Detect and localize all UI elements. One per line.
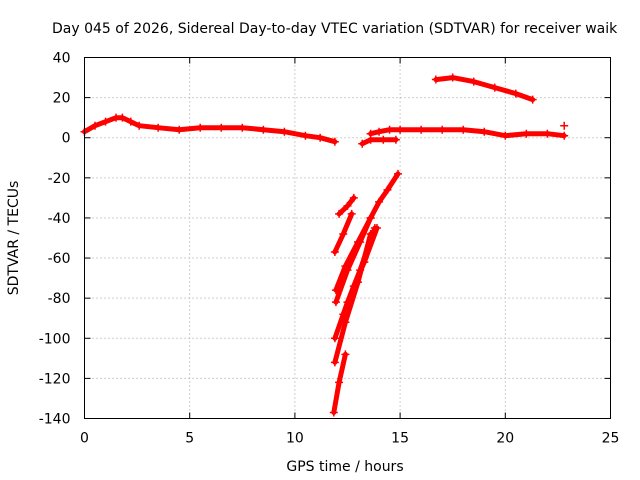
data-point-marker [343,201,352,210]
data-point-marker [469,77,478,86]
data-point-marker [396,125,405,134]
axis-ticks [84,57,611,419]
y-tick-label: 0 [62,131,71,147]
series-trace-1 [80,113,339,146]
data-point-marker [360,258,369,267]
series-trace-12 [329,350,350,417]
series-trace-4 [431,73,537,104]
data-point-marker [560,121,569,130]
data-point-marker [379,135,388,144]
data-point-marker [339,229,348,238]
data-point-marker [238,123,247,132]
data-point-marker [438,125,447,134]
data-point-marker [448,73,457,82]
data-point-marker [135,121,144,130]
data-point-marker [335,209,344,218]
data-point-marker [385,125,394,134]
data-point-marker [528,95,537,104]
y-tick-label: -80 [48,291,71,307]
data-series [80,73,569,417]
y-tick-label: -140 [39,412,71,428]
data-point-marker [154,123,163,132]
data-point-marker [349,193,358,202]
grid [84,57,611,419]
data-point-marker [349,282,358,291]
data-point-marker [560,131,569,140]
x-tick-label: 5 [185,431,194,447]
data-point-marker [383,185,392,194]
x-tick-label: 0 [80,431,89,447]
data-point-marker [175,125,184,134]
data-point-marker [341,350,350,359]
data-point-marker [196,123,205,132]
data-point-marker [217,123,226,132]
data-point-marker [330,248,339,257]
series-trace [340,225,380,317]
data-point-marker [459,125,468,134]
data-point-marker [522,129,531,138]
data-point-marker [347,209,356,218]
data-point-marker [101,117,110,126]
data-point-marker [126,117,135,126]
data-point-marker [480,127,489,136]
x-tick-label: 10 [286,431,304,447]
data-point-marker [335,378,344,387]
data-point-marker [356,238,365,247]
data-point-marker [417,125,426,134]
x-tick-label: 15 [391,431,409,447]
data-point-marker [543,129,552,138]
data-point-marker [501,131,510,140]
data-point-marker [431,75,440,84]
x-tick-label: 20 [496,431,514,447]
series-trace-3 [358,135,400,148]
series-trace-8 [331,213,375,307]
series-trace-13 [560,121,569,130]
series-trace-11 [339,223,381,319]
data-point-marker [391,135,400,144]
x-tick-label: 25 [602,431,620,447]
series-trace-6 [330,209,356,257]
plot-frame [84,57,611,419]
data-point-marker [330,358,339,367]
data-point-marker [330,334,339,343]
y-axis-label: SDTVAR / TECUs [6,181,22,296]
data-point-marker [280,127,289,136]
data-point-marker [366,213,375,222]
y-tick-label: 20 [53,91,71,107]
data-point-marker [490,83,499,92]
series-trace [433,75,536,103]
y-tick-label: -40 [48,211,71,227]
data-point-marker [358,139,367,148]
data-point-marker [301,131,310,140]
data-point-marker [329,408,338,417]
data-point-marker [375,197,384,206]
data-point-marker [511,89,520,98]
series-trace [333,215,374,305]
data-point-marker [393,169,402,178]
data-point-marker [375,127,384,136]
data-point-marker [339,310,348,319]
series-trace-5 [335,193,358,218]
y-tick-labels: -140 -120 -100 -80 -60 -40 -20 0 20 40 [39,51,71,428]
data-point-marker [91,121,100,130]
y-tick-label: -60 [48,251,71,267]
series-trace-2 [366,125,569,140]
data-point-marker [331,298,340,307]
y-tick-label: -100 [39,331,71,347]
data-point-marker [118,113,127,122]
chart-title: Day 045 of 2026, Sidereal Day-to-day VTE… [52,21,618,37]
y-tick-label: -20 [48,171,71,187]
data-point-marker [330,137,339,146]
data-point-marker [259,125,268,134]
x-tick-labels: 0 5 10 15 20 25 [80,431,619,447]
data-point-marker [343,266,352,275]
data-point-marker [372,223,381,232]
data-point-marker [316,133,325,142]
series-trace [359,137,399,147]
y-tick-label: 40 [53,51,71,67]
y-tick-label: -120 [39,371,71,387]
x-axis-label: GPS time / hours [286,459,403,475]
data-point-marker [366,135,375,144]
